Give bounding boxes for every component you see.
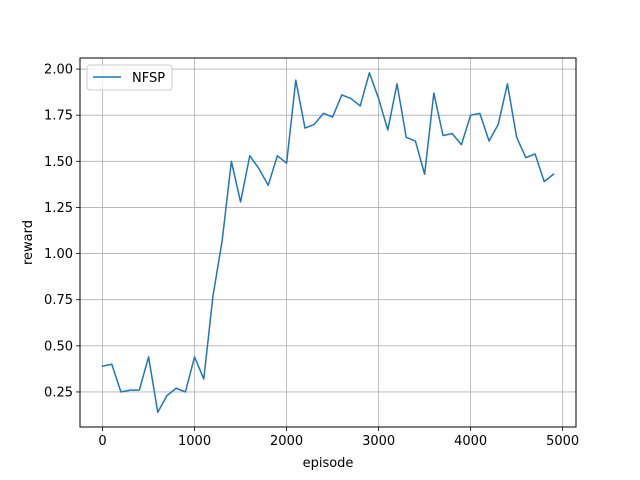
x-tick-label: 0 [98, 434, 106, 449]
legend-entry-nfsp: NFSP [132, 71, 165, 86]
y-axis-ticks: 0.25 0.50 0.75 1.00 1.25 1.50 1.75 2.00 [44, 63, 80, 400]
x-tick-label: 2000 [270, 434, 303, 449]
x-tick-label: 3000 [362, 434, 395, 449]
grid [80, 58, 576, 427]
x-tick-label: 1000 [178, 434, 211, 449]
x-axis-label: episode [303, 456, 354, 471]
legend: NFSP [86, 64, 173, 91]
y-tick-label: 1.50 [44, 155, 73, 170]
y-tick-label: 0.50 [44, 339, 73, 354]
x-tick-label: 4000 [454, 434, 487, 449]
series-line-nfsp [101, 72, 555, 413]
y-tick-label: 0.75 [44, 293, 73, 308]
series-layer [101, 72, 555, 413]
x-axis-ticks: 0 1000 2000 3000 4000 5000 [98, 427, 579, 449]
y-tick-label: 0.25 [44, 385, 73, 400]
plot-frame [79, 57, 577, 428]
y-tick-label: 1.75 [44, 109, 73, 124]
y-tick-label: 1.25 [44, 201, 73, 216]
legend-box [86, 64, 173, 91]
x-tick-label: 5000 [546, 434, 579, 449]
y-axis-label: reward [21, 220, 36, 265]
y-tick-label: 2.00 [44, 63, 73, 78]
y-tick-label: 1.00 [44, 247, 73, 262]
